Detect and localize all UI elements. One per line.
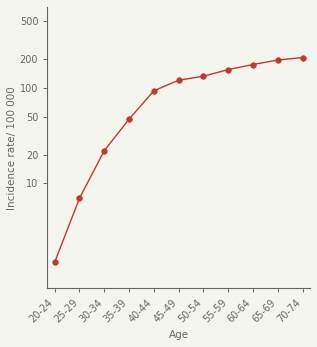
X-axis label: Age: Age: [169, 330, 189, 340]
Y-axis label: Incidence rate/ 100 000: Incidence rate/ 100 000: [7, 86, 17, 210]
